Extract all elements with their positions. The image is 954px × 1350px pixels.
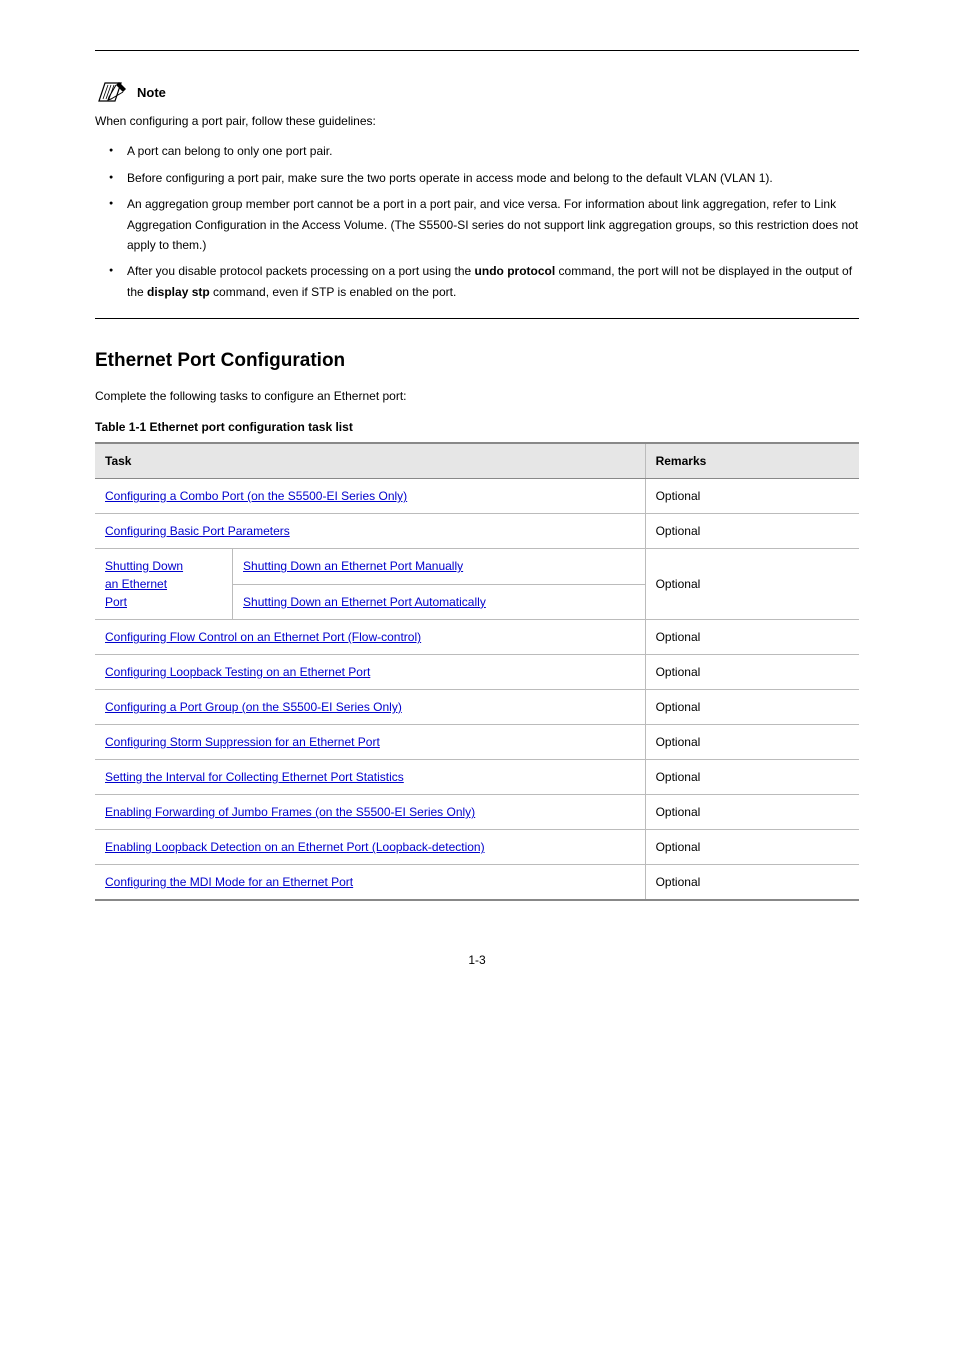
remark-cell: Optional [645,620,859,655]
note-intro: When configuring a port pair, follow the… [95,111,859,131]
page-number: 1-3 [95,951,859,969]
task-sublink[interactable]: Shutting Down an Ethernet Port Manually [243,559,463,573]
note-end-rule [95,318,859,319]
table-row: Configuring a Port Group (on the S5500-E… [95,690,859,725]
note-bullet: Before configuring a port pair, make sur… [127,168,859,188]
remark-cell: Optional [645,795,859,830]
task-link[interactable]: Configuring a Combo Port (on the S5500-E… [105,489,407,503]
remark-cell: Optional [645,479,859,514]
table-row: Configuring a Combo Port (on the S5500-E… [95,479,859,514]
remark-cell: Optional [645,655,859,690]
note-label: Note [137,83,166,103]
remark-cell: Optional [645,514,859,549]
section-intro: Complete the following tasks to configur… [95,386,859,406]
task-link[interactable]: Configuring the MDI Mode for an Ethernet… [105,875,353,889]
remark-cell: Optional [645,865,859,901]
note-bullet-list: A port can belong to only one port pair.… [95,141,859,302]
note-bullet: After you disable protocol packets proce… [127,261,859,302]
task-link[interactable]: Configuring Flow Control on an Ethernet … [105,630,421,644]
table-row: Enabling Forwarding of Jumbo Frames (on … [95,795,859,830]
note-block: Note When configuring a port pair, follo… [95,79,859,302]
table-caption: Table 1-1 Ethernet port configuration ta… [95,418,859,436]
note-bullet: A port can belong to only one port pair. [127,141,859,161]
remark-cell: Optional [645,690,859,725]
task-group-link[interactable]: Port [105,595,127,609]
task-link[interactable]: Configuring Basic Port Parameters [105,524,290,538]
task-sublink[interactable]: Shutting Down an Ethernet Port Automatic… [243,595,486,609]
remark-cell: Optional [645,830,859,865]
table-header-remarks: Remarks [645,443,859,479]
task-link[interactable]: Enabling Forwarding of Jumbo Frames (on … [105,805,475,819]
tasks-table: Task Remarks Configuring a Combo Port (o… [95,442,859,901]
table-header-task: Task [95,443,645,479]
table-row: Configuring Basic Port Parameters Option… [95,514,859,549]
note-bullet: An aggregation group member port cannot … [127,194,859,255]
section-heading: Ethernet Port Configuration [95,347,859,376]
note-icon [95,79,133,107]
note-header: Note [95,79,859,107]
remark-cell: Optional [645,725,859,760]
task-link[interactable]: Configuring Loopback Testing on an Ether… [105,665,370,679]
top-rule [95,50,859,51]
table-row: Configuring Flow Control on an Ethernet … [95,620,859,655]
task-link[interactable]: Setting the Interval for Collecting Ethe… [105,770,404,784]
task-link[interactable]: Configuring Storm Suppression for an Eth… [105,735,380,749]
task-group-link[interactable]: Shutting Down [105,559,183,573]
table-row: Shutting Down an Ethernet Port Shutting … [95,549,859,585]
remark-cell: Optional [645,760,859,795]
table-row: Configuring Loopback Testing on an Ether… [95,655,859,690]
table-row: Setting the Interval for Collecting Ethe… [95,760,859,795]
table-row: Configuring Storm Suppression for an Eth… [95,725,859,760]
task-link[interactable]: Enabling Loopback Detection on an Ethern… [105,840,485,854]
table-header-row: Task Remarks [95,443,859,479]
task-link[interactable]: Configuring a Port Group (on the S5500-E… [105,700,402,714]
table-row: Enabling Loopback Detection on an Ethern… [95,830,859,865]
task-group-link[interactable]: an Ethernet [105,577,167,591]
remark-cell: Optional [645,549,859,620]
table-row: Configuring the MDI Mode for an Ethernet… [95,865,859,901]
